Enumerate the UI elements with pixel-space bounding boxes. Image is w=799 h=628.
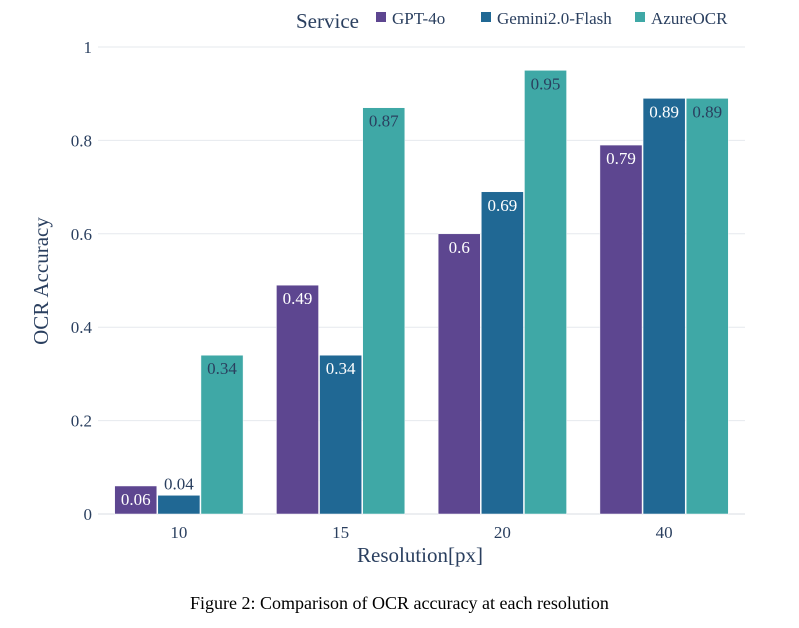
bar-value-label: 0.79 xyxy=(606,149,636,168)
bar xyxy=(481,191,524,515)
y-axis-title: OCR Accuracy xyxy=(29,217,53,345)
legend: Service GPT-4o Gemini2.0-Flash AzureOCR xyxy=(296,9,728,33)
legend-swatch xyxy=(481,12,491,22)
bar-value-label: 0.34 xyxy=(207,359,237,378)
bar xyxy=(319,354,362,515)
bar-value-label: 0.6 xyxy=(449,238,470,257)
x-tick-label: 15 xyxy=(332,523,349,542)
bar xyxy=(437,233,481,515)
x-tick-label: 40 xyxy=(656,523,673,542)
legend-item-label: Gemini2.0-Flash xyxy=(497,9,612,28)
bar-value-label: 0.89 xyxy=(692,102,722,121)
y-tick-label: 0.2 xyxy=(71,412,92,431)
legend-swatch xyxy=(635,12,645,22)
y-tick-label: 0.4 xyxy=(71,318,93,337)
y-tick-label: 1 xyxy=(84,38,93,57)
bars xyxy=(114,70,729,515)
bar-value-label: 0.06 xyxy=(121,490,151,509)
legend-item-label: AzureOCR xyxy=(651,9,728,28)
x-tick-label: 10 xyxy=(170,523,187,542)
bar-value-label: 0.34 xyxy=(326,359,356,378)
x-tick-labels: 10 15 20 40 xyxy=(170,523,672,542)
bar-value-label: 0.69 xyxy=(488,196,518,215)
bar xyxy=(276,284,319,515)
bar xyxy=(157,495,201,515)
bar xyxy=(200,354,244,515)
x-axis-title: Resolution[px] xyxy=(357,543,483,567)
bar-value-label: 0.49 xyxy=(283,289,313,308)
bar-value-label: 0.87 xyxy=(369,112,399,131)
bar-labels: 0.06 0.04 0.34 0.49 0.34 0.87 0.6 0.69 0.95 0.79 0… xyxy=(121,74,722,509)
bar xyxy=(362,107,406,515)
bar xyxy=(642,98,686,515)
legend-swatch xyxy=(376,12,386,22)
bar-chart: 0.06 0.04 0.34 0.49 0.34 0.87 0.6 0.69 0.95 0.79 0… xyxy=(29,9,745,567)
figure-caption: Figure 2: Comparison of OCR accuracy at … xyxy=(190,593,609,613)
bar xyxy=(685,98,729,515)
y-tick-label: 0.6 xyxy=(71,225,92,244)
bar xyxy=(524,70,567,515)
bar-value-label: 0.04 xyxy=(164,474,194,493)
y-tick-label: 0.8 xyxy=(71,131,92,150)
y-tick-label: 0 xyxy=(84,505,93,524)
legend-title: Service xyxy=(296,9,359,33)
x-tick-label: 20 xyxy=(494,523,511,542)
bar xyxy=(114,485,158,515)
y-tick-labels: 0 0.2 0.4 0.6 0.8 1 xyxy=(71,38,93,524)
bar-value-label: 0.89 xyxy=(649,102,679,121)
legend-item-label: GPT-4o xyxy=(392,9,445,28)
bar xyxy=(599,144,643,515)
bar-value-label: 0.95 xyxy=(531,74,561,93)
